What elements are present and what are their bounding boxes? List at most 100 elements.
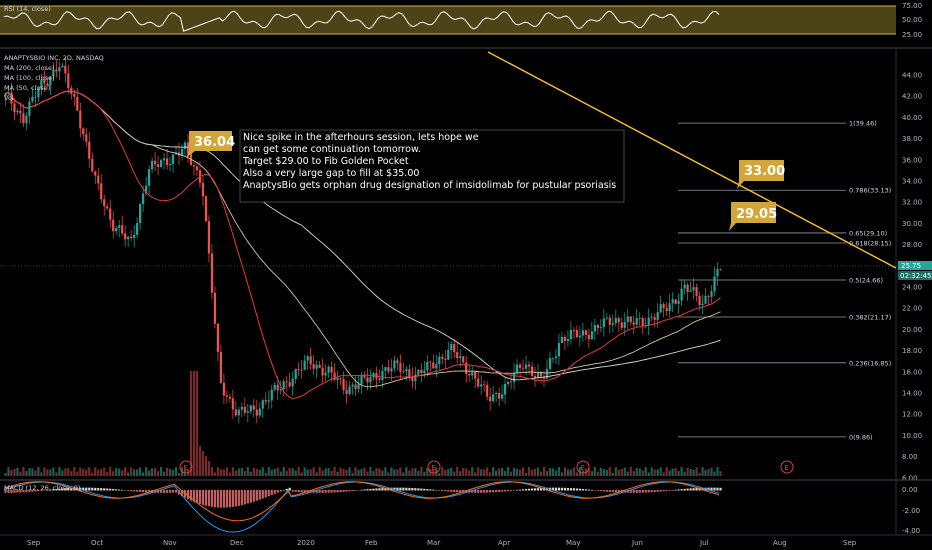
candle-body xyxy=(512,372,516,382)
candle-body xyxy=(288,382,291,387)
macd-bar xyxy=(351,490,354,492)
candle-body xyxy=(210,253,214,293)
volume-bar xyxy=(417,471,420,476)
candle-body xyxy=(572,330,576,331)
volume-bar xyxy=(165,467,169,476)
ma100-legend[interactable]: MA (100, close) xyxy=(4,74,54,82)
macd-bar xyxy=(638,490,641,493)
candle-body xyxy=(249,405,252,412)
macd-bar xyxy=(590,489,593,491)
macd-bar xyxy=(486,490,489,493)
callout-36[interactable]: 36.04 xyxy=(186,131,235,158)
trendline[interactable] xyxy=(487,51,897,269)
volume-bar xyxy=(399,467,402,476)
volume-bar xyxy=(542,467,546,476)
candle-body xyxy=(360,375,363,385)
candle-body xyxy=(243,406,246,413)
note-line-3: Target $29.00 to Fib Golden Pocket xyxy=(242,156,409,167)
volume-bar xyxy=(662,472,665,476)
macd-bar xyxy=(112,488,115,491)
vol-legend[interactable]: Vol xyxy=(4,94,14,102)
price-tick: 42.00 xyxy=(902,93,922,101)
macd-bar xyxy=(707,487,710,491)
candle-body xyxy=(414,374,417,382)
volume-bar xyxy=(695,467,698,476)
candle-body xyxy=(148,169,151,186)
macd-bar xyxy=(396,487,399,491)
macd-bar xyxy=(716,487,719,491)
earnings-marker[interactable] xyxy=(427,460,441,474)
earnings-marker[interactable] xyxy=(780,460,794,474)
volume-bar xyxy=(31,468,34,476)
fib-retracement[interactable]: 1(39.46) 0.786(33.13) 0.65(29.10) 0.618(28.… xyxy=(678,120,891,442)
candle-body xyxy=(150,160,154,170)
volume-bar xyxy=(605,469,608,476)
macd-bar xyxy=(674,489,677,491)
macd-bar xyxy=(219,490,222,508)
macd-bar xyxy=(444,490,447,492)
volume-bar xyxy=(294,470,297,476)
macd-bar xyxy=(641,490,644,493)
macd-bar xyxy=(192,490,196,502)
volume-bar xyxy=(438,472,441,476)
volume-bar xyxy=(477,467,480,476)
ma50-legend[interactable]: MA (50, close) xyxy=(4,84,50,92)
volume-bar xyxy=(213,472,217,476)
candle-body xyxy=(417,369,420,375)
time-axis[interactable]: Sep Oct Nov Dec 2020 Feb Mar Apr May Jun Jul Aug Sep xyxy=(27,539,857,547)
volume-bar xyxy=(671,468,674,476)
candle-body xyxy=(698,295,701,306)
volume-bar xyxy=(130,467,133,476)
volume-bar xyxy=(234,470,237,476)
macd-bar xyxy=(563,487,567,491)
fib-level-label: 0.786(33.13) xyxy=(849,187,891,195)
macd-bar xyxy=(207,490,211,507)
candle-body xyxy=(713,276,716,292)
candle-body xyxy=(366,377,369,383)
candle-body xyxy=(605,317,608,319)
callout-29[interactable]: 29.05 xyxy=(729,202,777,231)
earnings-marker[interactable] xyxy=(179,460,193,474)
candle-body xyxy=(647,317,650,326)
time-tick: Aug xyxy=(773,539,787,547)
macd-bar xyxy=(100,488,103,491)
macd-bar xyxy=(94,487,97,491)
volume-bar xyxy=(264,472,267,476)
rsi-tick-50: 50.00 xyxy=(902,16,922,24)
volume-bar xyxy=(115,468,118,476)
earnings-marker[interactable] xyxy=(576,460,590,474)
candle-body xyxy=(456,352,459,359)
volume-bar xyxy=(620,468,623,476)
candle-body xyxy=(474,372,477,379)
callout-33[interactable]: 33.00 xyxy=(737,160,785,189)
candle-body xyxy=(521,367,525,369)
time-tick: Oct xyxy=(91,539,103,547)
price-tick: 10.00 xyxy=(902,432,922,440)
volume-bar xyxy=(623,467,626,476)
rsi-band xyxy=(0,6,896,34)
earnings-marker-letter: E xyxy=(183,464,187,472)
volume-bar xyxy=(369,467,372,476)
volume-bar xyxy=(450,467,453,476)
note-box[interactable] xyxy=(239,129,625,203)
volume-bar xyxy=(408,470,411,476)
macd-bar xyxy=(453,490,456,492)
candle-body xyxy=(524,364,528,369)
candle-body xyxy=(701,303,704,306)
macd-bar xyxy=(408,487,411,491)
volume-bar xyxy=(109,467,112,476)
candle-body xyxy=(509,381,513,383)
macd-bar xyxy=(333,490,336,493)
ma200-legend[interactable]: MA (200, close) xyxy=(4,64,54,72)
price-tick: 18.00 xyxy=(902,347,922,355)
volume-bar xyxy=(653,469,656,476)
volume-bar xyxy=(638,468,641,476)
macd-bar xyxy=(303,490,306,493)
symbol-title[interactable]: ANAPTYSBIO INC, 2D, NASDAQ xyxy=(4,54,104,62)
volume-bar xyxy=(228,472,231,476)
macd-bar xyxy=(216,490,219,508)
macd-tick-neg4: -4.00 xyxy=(902,527,920,535)
macd-bar xyxy=(435,489,438,491)
